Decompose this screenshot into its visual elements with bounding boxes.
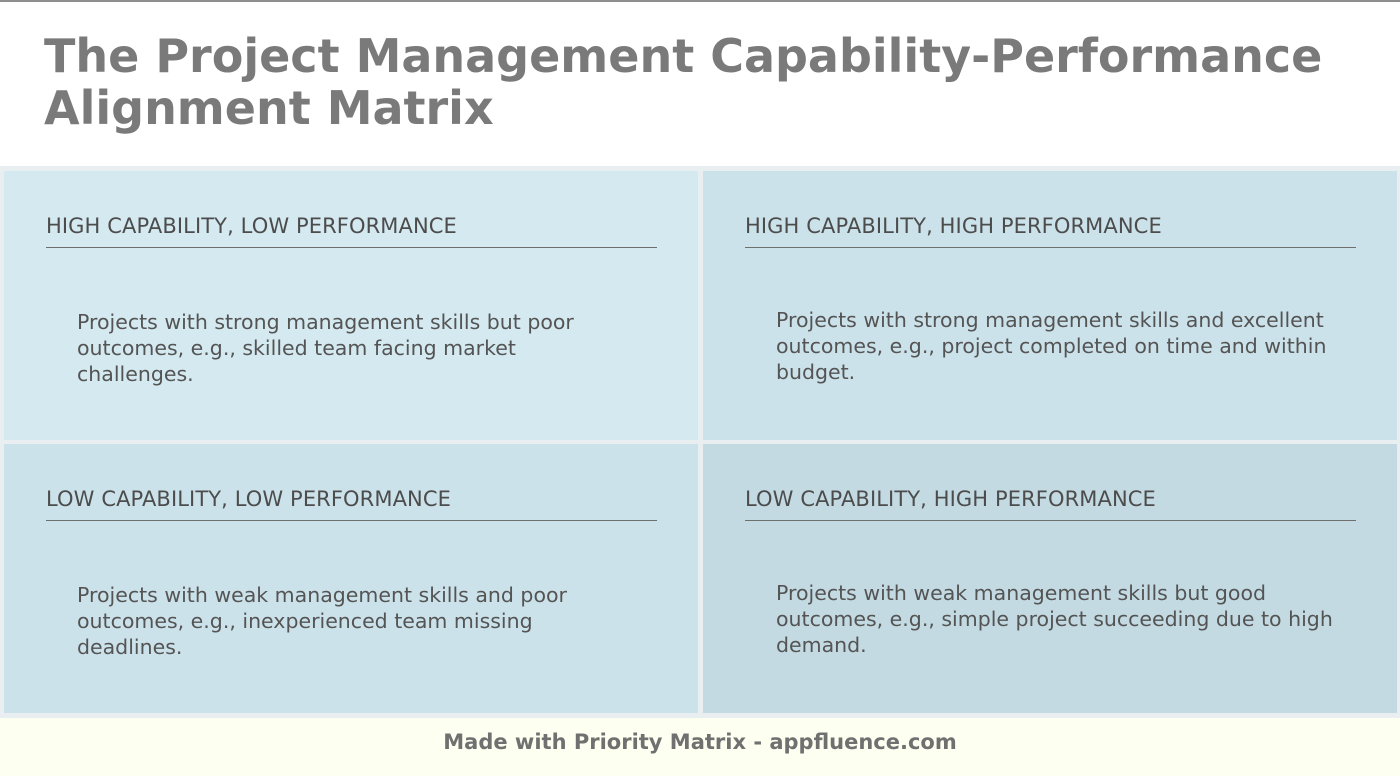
quadrant-description: Projects with strong management skills a…	[776, 308, 1327, 384]
quadrant-heading: HIGH CAPABILITY, LOW PERFORMANCE	[46, 213, 657, 248]
top-border	[0, 0, 1400, 2]
quadrant-low-capability-low-performance[interactable]: LOW CAPABILITY, LOW PERFORMANCE Projects…	[4, 444, 698, 713]
quadrant-description: Projects with weak management skills and…	[77, 583, 567, 659]
priority-matrix: HIGH CAPABILITY, LOW PERFORMANCE Project…	[0, 166, 1400, 718]
quadrant-low-capability-high-performance[interactable]: LOW CAPABILITY, HIGH PERFORMANCE Project…	[703, 444, 1397, 713]
quadrant-description: Projects with strong management skills b…	[77, 310, 574, 386]
page-title: The Project Management Capability-Perfor…	[44, 29, 1323, 135]
quadrant-high-capability-low-performance[interactable]: HIGH CAPABILITY, LOW PERFORMANCE Project…	[4, 171, 698, 440]
footer-credit[interactable]: Made with Priority Matrix - appfluence.c…	[443, 730, 957, 754]
quadrant-heading: LOW CAPABILITY, LOW PERFORMANCE	[46, 486, 657, 521]
quadrant-description: Projects with weak management skills but…	[776, 581, 1333, 657]
quadrant-heading: HIGH CAPABILITY, HIGH PERFORMANCE	[745, 213, 1356, 248]
quadrant-heading: LOW CAPABILITY, HIGH PERFORMANCE	[745, 486, 1356, 521]
quadrant-high-capability-high-performance[interactable]: HIGH CAPABILITY, HIGH PERFORMANCE Projec…	[703, 171, 1397, 440]
footer-banner: Made with Priority Matrix - appfluence.c…	[0, 718, 1400, 776]
